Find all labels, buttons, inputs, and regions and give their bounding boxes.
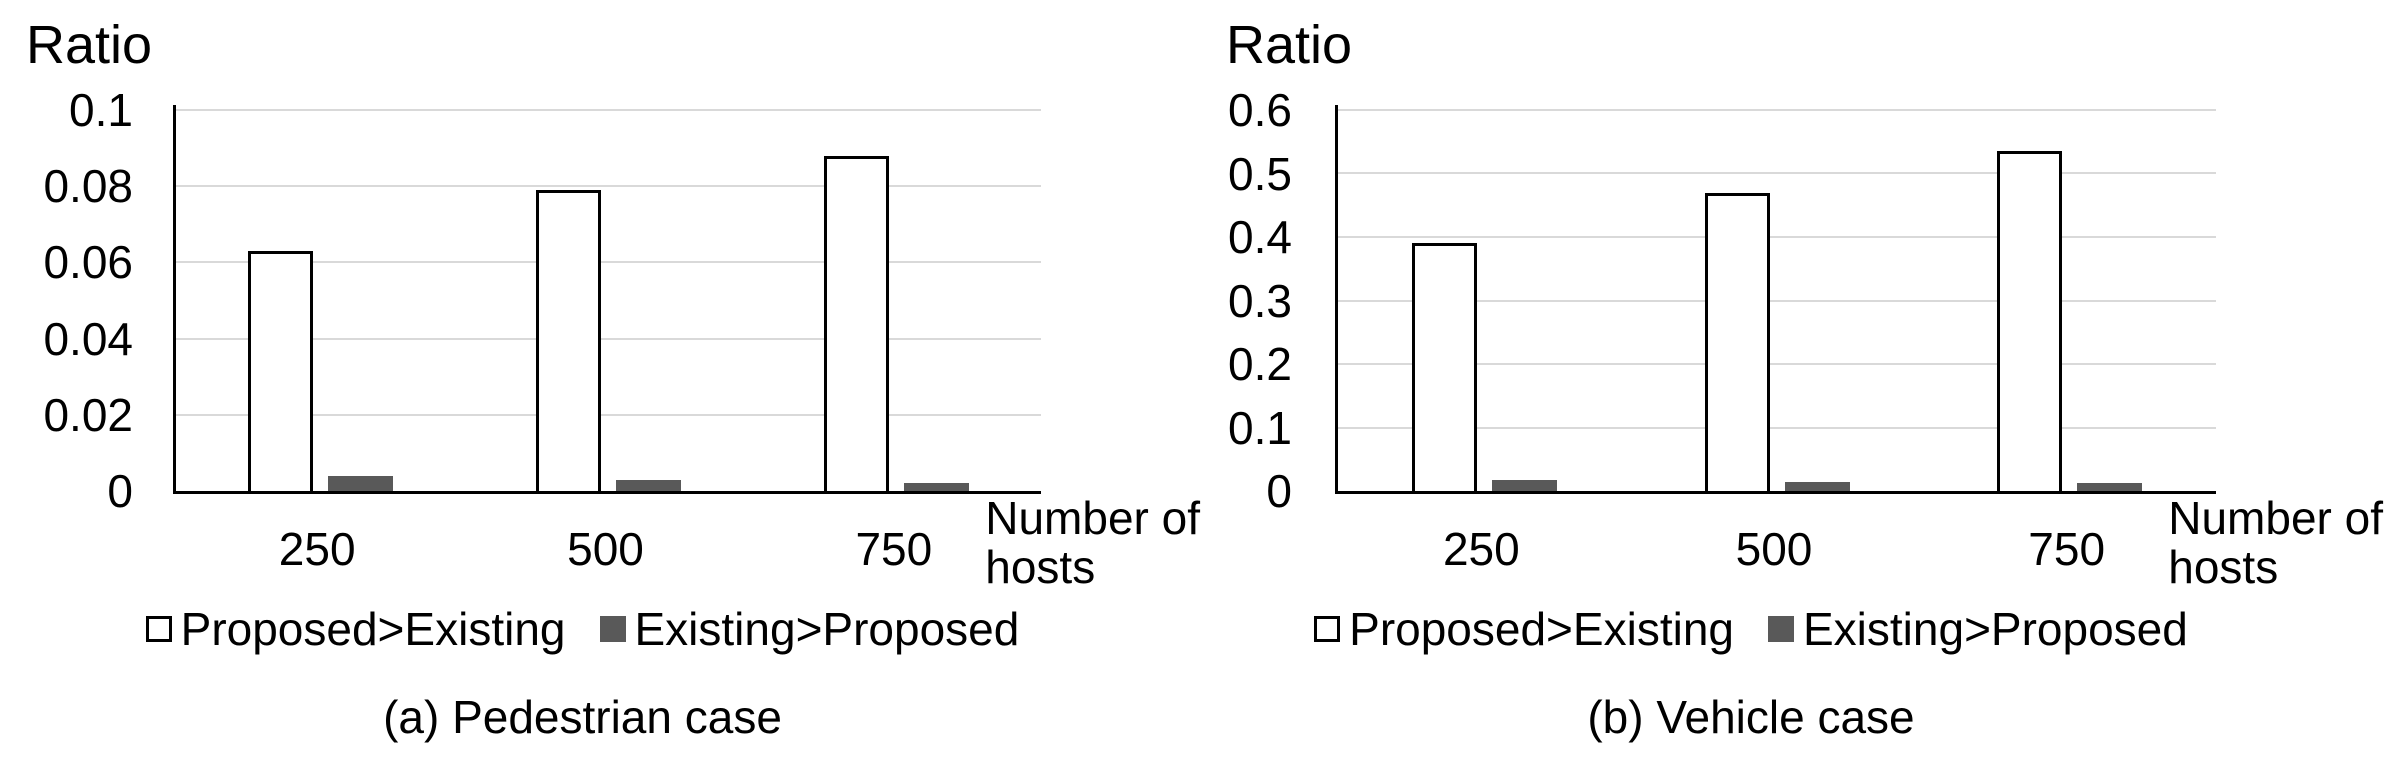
bar-groups: [176, 110, 1041, 491]
gridline: [176, 109, 1041, 111]
x-axis-labels: 250 500 750: [1335, 522, 2213, 576]
legend-item: Existing>Proposed: [599, 602, 1020, 656]
x-axis-labels: 250 500 750: [173, 522, 1038, 576]
gridline: [1338, 299, 2216, 302]
bar-group: [1923, 110, 2216, 491]
legend-item: Proposed>Existing: [1314, 602, 1734, 656]
gridline: [176, 337, 1041, 340]
legend-marker-filled-square-icon: [599, 616, 626, 642]
x-axis-title-line2: hosts: [2168, 540, 2279, 593]
legend-marker-outlined-square-icon: [1314, 616, 1341, 642]
legend-item: Proposed>Existing: [145, 602, 566, 656]
gridline: [1338, 426, 2216, 429]
y-tick-label: 0.3: [1228, 274, 1292, 327]
legend-label: Proposed>Existing: [180, 603, 566, 655]
y-axis-labels: 0.6 0.5 0.4 0.3 0.2 0.1 0: [1200, 87, 1292, 514]
caption: (b) Vehicle case: [1587, 691, 1915, 743]
gridline: [1338, 362, 2216, 365]
plot-area: [1335, 105, 2216, 494]
y-tick-label: 0.1: [69, 84, 133, 136]
bar-group: [176, 110, 464, 491]
x-tick-label: 750: [2028, 523, 2106, 575]
legend-marker-filled-square-icon: [1768, 616, 1794, 642]
y-tick-label: 0.1: [1228, 401, 1292, 454]
y-axis-title: Ratio: [1226, 15, 1353, 75]
y-tick-label: 0.06: [43, 236, 133, 289]
gridline: [1338, 235, 2216, 238]
bar-existing-gt-proposed: [904, 483, 970, 491]
legend-label: Existing>Proposed: [1803, 603, 2188, 655]
gridline: [176, 261, 1041, 264]
bar-existing-gt-proposed: [2077, 483, 2143, 491]
bar-proposed-gt-existing: [1997, 151, 2063, 491]
y-tick-label: 0.08: [43, 160, 133, 213]
y-tick-label: 0.2: [1228, 338, 1292, 390]
y-axis-labels: 0.1 0.08 0.06 0.04 0.02 0: [0, 87, 133, 514]
legend-label: Existing>Proposed: [634, 603, 1020, 655]
gridline: [176, 413, 1041, 416]
y-axis-title: Ratio: [26, 15, 153, 75]
bar-proposed-gt-existing: [1704, 192, 1770, 491]
bar-existing-gt-proposed: [615, 479, 681, 491]
legend: Proposed>Existing Existing>Proposed: [1312, 602, 2190, 656]
bar-group: [1338, 110, 1631, 491]
legend-label: Proposed>Existing: [1349, 603, 1734, 655]
y-tick-label: 0.02: [43, 388, 133, 441]
x-tick-label: 750: [855, 523, 933, 575]
bar-existing-gt-proposed: [1491, 479, 1557, 491]
bar-proposed-gt-existing: [1411, 243, 1477, 491]
bar-proposed-gt-existing: [535, 190, 601, 491]
bar-existing-gt-proposed: [327, 475, 393, 491]
legend: Proposed>Existing Existing>Proposed: [145, 603, 1019, 655]
x-tick-label: 250: [278, 523, 356, 575]
chart-pedestrian-case: Ratio 0.1 0.08 0.06 0.04 0.02 0 250 500 750 Num…: [0, 0, 1200, 782]
bar-group: [1631, 110, 1924, 491]
bar-groups: [1338, 110, 2216, 491]
bar-group: [753, 110, 1041, 491]
x-tick-label: 250: [1442, 523, 1520, 575]
y-tick-label: 0.6: [1228, 84, 1292, 136]
x-axis-title-line1: Number of: [985, 492, 1200, 544]
legend-marker-outlined-square-icon: [145, 616, 172, 642]
gridline: [176, 185, 1041, 188]
x-tick-label: 500: [567, 523, 644, 575]
chart-vehicle-case: Ratio 0.6 0.5 0.4 0.3 0.2 0.1 0 250 500 750 Numb…: [1200, 0, 2407, 782]
bar-existing-gt-proposed: [1784, 482, 1850, 491]
x-axis-title: Number of hosts: [2168, 494, 2383, 592]
x-tick-label: 500: [1735, 523, 1813, 575]
y-tick-label: 0.04: [43, 312, 133, 365]
caption: (a) Pedestrian case: [383, 691, 782, 743]
y-tick-label: 0.4: [1228, 211, 1292, 263]
y-tick-label: 0: [107, 465, 133, 517]
gridline: [1338, 172, 2216, 175]
bar-group: [464, 110, 752, 491]
x-axis-title: Number of hosts: [985, 494, 1200, 592]
bar-proposed-gt-existing: [824, 155, 890, 491]
x-axis-title-line1: Number of: [2168, 492, 2383, 544]
plot-area: [173, 105, 1041, 494]
legend-item: Existing>Proposed: [1768, 602, 2188, 656]
y-tick-label: 0.5: [1228, 147, 1292, 200]
x-axis-title-line2: hosts: [985, 540, 1096, 593]
bar-proposed-gt-existing: [247, 250, 313, 491]
gridline: [1338, 109, 2216, 111]
y-tick-label: 0: [1266, 465, 1292, 517]
